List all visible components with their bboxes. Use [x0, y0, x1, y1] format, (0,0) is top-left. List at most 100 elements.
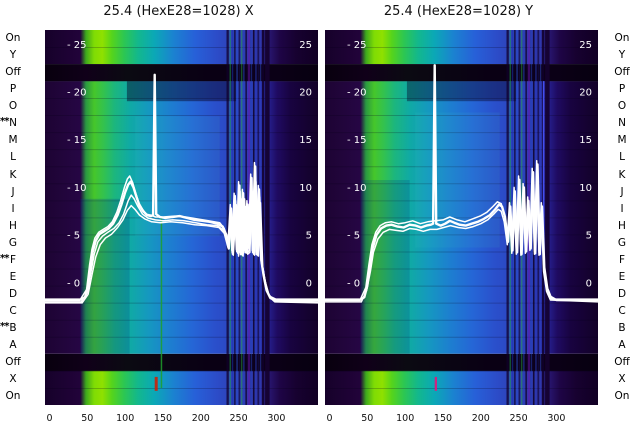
wire-row-label-text: F [9, 253, 17, 266]
row-separator [325, 388, 598, 389]
row-separator [45, 217, 318, 219]
wire-row-label-text: On [614, 389, 630, 402]
wire-row-label-text: On [614, 32, 630, 45]
y-tick-label-right: 25 [299, 40, 312, 51]
y-tick-label-right: 5 [306, 231, 312, 242]
x-tick-label: 0 [46, 413, 53, 424]
wire-row-label: M [0, 135, 26, 146]
heatmap-band [325, 81, 598, 354]
heatmap-stripe [545, 30, 550, 405]
wire-row-label-text: K [618, 168, 626, 181]
wire-row-label-text: J [620, 185, 624, 198]
heatmap-band [45, 64, 318, 82]
heatmap-stripe [506, 30, 509, 405]
wire-row-label: Y [0, 50, 26, 61]
wire-row-label-text: H [618, 219, 626, 232]
left-wire-labels: On Y Off P O ** N M L K J I H G ** F E D C ** B A Off X On [0, 30, 26, 405]
row-separator [325, 132, 598, 134]
wire-row-label-text: A [618, 338, 626, 351]
wire-row-label-text: Off [614, 66, 630, 79]
x-tick-label: 100 [116, 413, 135, 424]
wire-row-label-text: I [11, 202, 15, 215]
x-tick-label: 100 [396, 413, 415, 424]
row-separator [325, 200, 598, 202]
wire-row-label: I [606, 202, 638, 215]
wire-row-label-text: Off [5, 66, 21, 79]
x-tick-label: 200 [191, 413, 210, 424]
heatmap-band [325, 370, 598, 405]
wire-row-label: Off [0, 67, 26, 78]
wire-row-label: P [0, 84, 26, 95]
y-tick-label-left: - 15 [347, 135, 367, 146]
wire-row-label: G [606, 237, 638, 249]
wire-row-label: C [606, 306, 638, 317]
wire-row-label-text: D [8, 287, 18, 300]
wire-row-label: L [0, 152, 26, 163]
x-tick-label: 250 [229, 413, 248, 424]
row-separator [325, 166, 598, 168]
heatmap-stripe [262, 30, 265, 405]
heatmap-stripe [154, 376, 158, 391]
wire-row-label-text: P [618, 83, 626, 96]
wire-row-label-text: Y [618, 49, 626, 62]
wire-row-label: M [606, 135, 638, 146]
x-tick-label: 0 [326, 413, 333, 424]
y-tick-label-left: - 20 [347, 88, 367, 99]
heatmap-band [325, 64, 598, 82]
wire-row-label-text: Off [614, 355, 630, 368]
wire-row-label: Off [606, 67, 638, 78]
heatmap-overlay [406, 81, 517, 102]
wire-row-label: On [0, 33, 26, 44]
row-separator [325, 149, 598, 151]
row-separator [45, 319, 318, 321]
wire-row-label: I [0, 202, 26, 215]
wire-row-label: ** B [0, 320, 26, 334]
row-separator [45, 47, 318, 48]
heatmap-band [45, 370, 318, 405]
y-tick-label-right: 10 [579, 183, 592, 194]
wire-row-label-text: P [9, 83, 17, 96]
wire-row-label: K [0, 168, 26, 181]
row-separator [45, 81, 318, 82]
wire-row-label: On [0, 391, 26, 402]
wire-row-label-text: D [617, 287, 627, 300]
x-tick-label: 150 [433, 413, 453, 424]
wire-row-label-text: K [9, 168, 17, 181]
row-separator [325, 234, 598, 236]
right-plot-title: 25.4 (HexE28=1028) Y [383, 4, 534, 19]
wire-row-label-text: N [9, 117, 17, 130]
y-tick-label-right: 0 [306, 278, 312, 289]
wire-row-label-text: B [618, 321, 626, 334]
left-heatmap-plot: - 0 0 - 5 5 - 10 10 - 15 15 - 20 20 - 25 25 [45, 30, 318, 405]
row-separator [45, 166, 318, 168]
wire-row-label: J [606, 185, 638, 198]
wire-row-label-text: O [8, 100, 18, 113]
y-tick-label-left: - 25 [347, 40, 367, 51]
wire-row-label: O [606, 101, 638, 112]
y-tick-label-right: 5 [586, 231, 592, 242]
wire-row-label: F [606, 254, 638, 266]
row-separator [45, 132, 318, 134]
wire-row-label-text: X [9, 372, 17, 385]
y-tick-label-left: - 20 [67, 88, 87, 99]
wire-row-label-text: O [617, 100, 627, 113]
row-separator [45, 268, 318, 270]
row-separator [325, 64, 598, 65]
x-tick-label: 50 [361, 413, 374, 424]
wire-row-label: A [606, 340, 638, 351]
heatmap-band [45, 353, 318, 371]
y-tick-label-left: - 0 [67, 278, 80, 289]
x-tick-label: 200 [471, 413, 490, 424]
x-tick-label: 300 [267, 413, 286, 424]
row-separator [325, 81, 598, 82]
wire-row-label: E [0, 271, 26, 283]
y-tick-label-right: 15 [579, 135, 592, 146]
broken-wire-marker: ** [0, 320, 10, 332]
row-separator [325, 370, 598, 372]
wire-row-label-text: I [620, 202, 624, 215]
heatmap-overlay [126, 81, 237, 102]
row-separator [45, 149, 318, 151]
wire-row-label: On [606, 33, 638, 44]
profile-trace [45, 73, 318, 302]
wire-row-label: N [606, 118, 638, 129]
